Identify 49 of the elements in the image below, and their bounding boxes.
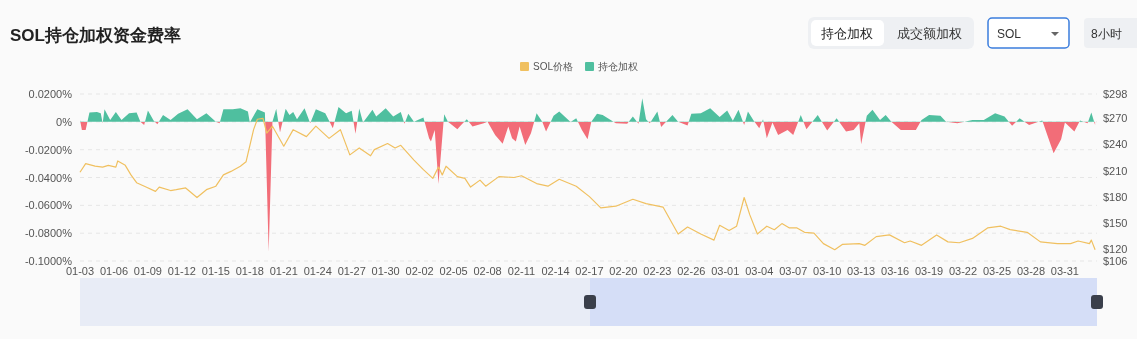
x-tick-label: 03-04 — [745, 265, 774, 277]
y2-tick-label: $106 — [1103, 255, 1128, 267]
x-tick-label: 03-13 — [847, 265, 876, 277]
y-tick-label: -0.1000% — [24, 255, 73, 267]
x-tick-label: 02-23 — [643, 265, 672, 277]
x-tick-label: 02-08 — [473, 265, 502, 277]
y2-tick-label: $120 — [1103, 242, 1128, 255]
y-tick-label: 0% — [56, 115, 73, 128]
x-tick-label: 03-10 — [813, 265, 842, 277]
y-tick-label: -0.0600% — [24, 199, 73, 212]
x-tick-label: 03-19 — [915, 265, 944, 277]
x-tick-label: 03-07 — [779, 265, 808, 277]
y-tick-label: 0.0200% — [28, 88, 73, 100]
x-tick-label: 02-11 — [507, 265, 536, 277]
y2-tick-label: $270 — [1103, 112, 1128, 125]
x-tick-label: 02-14 — [541, 265, 570, 277]
x-tick-label: 01-24 — [303, 265, 332, 277]
x-tick-label: 01-03 — [65, 265, 95, 277]
x-tick-label: 03-28 — [1016, 265, 1046, 277]
x-tick-label: 03-01 — [711, 265, 740, 277]
y-tick-label: -0.0800% — [24, 227, 73, 240]
legend-label: SOL价格 — [533, 61, 574, 72]
x-tick-label: 01-21 — [269, 265, 298, 277]
legend-label: 持仓加权 — [598, 61, 639, 72]
y2-tick-label: $210 — [1103, 164, 1128, 177]
x-tick-label: 01-18 — [235, 265, 264, 277]
x-tick-label: 01-27 — [337, 265, 366, 277]
x-tick-label: 02-02 — [405, 265, 434, 277]
y-tick-label: -0.0400% — [24, 171, 73, 184]
y2-tick-label: $240 — [1103, 138, 1128, 151]
x-tick-label: 03-31 — [1050, 265, 1079, 277]
y2-tick-label: $180 — [1103, 190, 1128, 203]
x-tick-label: 01-09 — [133, 265, 162, 277]
y-tick-label: -0.0200% — [24, 143, 73, 156]
x-tick-label: 01-06 — [99, 265, 129, 277]
x-tick-label: 02-05 — [439, 265, 468, 277]
x-tick-label: 03-16 — [881, 265, 910, 277]
y2-tick-label: $150 — [1103, 216, 1128, 229]
x-tick-label: 02-20 — [609, 265, 638, 277]
chart-title: SOL持仓加权资金费率 — [10, 26, 181, 45]
x-tick-label: 03-25 — [982, 265, 1012, 277]
x-tick-label: 02-17 — [575, 265, 604, 277]
controls: 持仓加权 成交额加权 SOL 8小时 — [808, 17, 1137, 49]
x-tick-label: 01-30 — [371, 265, 400, 277]
x-tick-label: 01-15 — [201, 265, 230, 277]
y2-tick-label: $298 — [1103, 88, 1128, 100]
x-tick-label: 01-12 — [167, 265, 196, 277]
x-tick-label: 02-26 — [677, 265, 706, 277]
x-tick-label: 03-22 — [948, 265, 978, 277]
